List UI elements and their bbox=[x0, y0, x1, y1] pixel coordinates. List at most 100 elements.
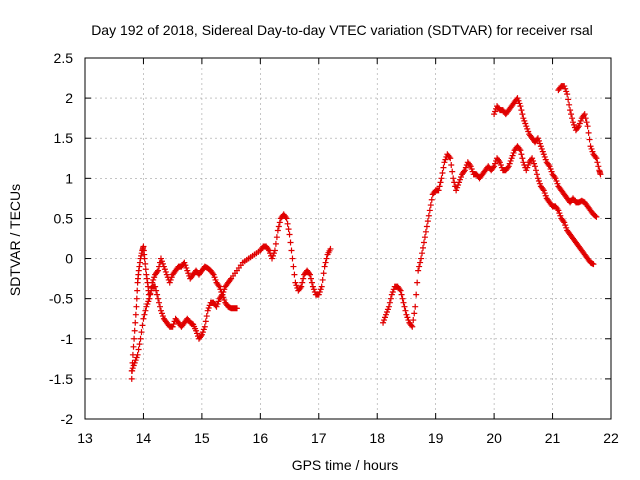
data-point bbox=[548, 168, 555, 175]
data-point bbox=[218, 292, 225, 299]
data-point bbox=[562, 222, 569, 229]
data-point bbox=[201, 323, 208, 330]
grid-layer bbox=[85, 58, 611, 419]
data-point bbox=[595, 163, 602, 170]
data-point bbox=[198, 331, 205, 338]
data-point bbox=[535, 178, 542, 185]
data-point bbox=[396, 286, 403, 293]
data-point bbox=[197, 333, 204, 340]
data-point bbox=[167, 276, 174, 283]
data-point bbox=[233, 305, 240, 312]
data-point bbox=[131, 335, 138, 342]
data-point bbox=[556, 210, 563, 217]
data-point bbox=[490, 164, 497, 171]
data-point bbox=[132, 311, 139, 318]
data-point bbox=[537, 143, 544, 150]
data-point bbox=[157, 303, 164, 310]
data-point bbox=[594, 159, 601, 166]
x-tick-label: 15 bbox=[194, 430, 210, 446]
data-point bbox=[317, 286, 324, 293]
data-point bbox=[491, 111, 498, 118]
data-point bbox=[151, 274, 158, 281]
data-point bbox=[300, 275, 307, 282]
y-tick-label: -1.5 bbox=[49, 371, 73, 387]
data-point bbox=[457, 173, 464, 180]
data-point bbox=[383, 309, 390, 316]
data-point bbox=[128, 375, 135, 382]
data-point bbox=[563, 88, 570, 95]
data-point bbox=[276, 219, 283, 226]
data-point bbox=[205, 305, 212, 312]
data-point bbox=[542, 192, 549, 199]
data-point bbox=[519, 155, 526, 162]
data-point bbox=[517, 147, 524, 154]
data-point bbox=[221, 286, 228, 293]
x-tick-label: 18 bbox=[369, 430, 385, 446]
data-point bbox=[200, 326, 207, 333]
data-point bbox=[521, 117, 528, 124]
data-point bbox=[540, 151, 547, 158]
data-point bbox=[307, 271, 314, 278]
data-point bbox=[525, 161, 532, 168]
data-point bbox=[310, 286, 317, 293]
data-point bbox=[448, 161, 455, 168]
data-point bbox=[515, 97, 522, 104]
data-point bbox=[545, 161, 552, 168]
data-point bbox=[552, 175, 559, 182]
data-point bbox=[447, 155, 454, 162]
marks-layer bbox=[128, 83, 604, 382]
data-point bbox=[593, 155, 600, 162]
x-tick-label: 21 bbox=[545, 430, 561, 446]
data-point bbox=[590, 261, 597, 268]
x-tick-label: 17 bbox=[311, 430, 327, 446]
data-point bbox=[588, 145, 595, 152]
data-point bbox=[162, 268, 169, 275]
data-point bbox=[323, 255, 330, 262]
y-tick-label: -1 bbox=[61, 331, 74, 347]
data-point bbox=[422, 228, 429, 235]
data-point bbox=[142, 266, 149, 273]
data-point bbox=[321, 263, 328, 270]
data-point bbox=[271, 247, 278, 254]
data-point bbox=[568, 111, 575, 118]
data-point bbox=[169, 323, 176, 330]
data-point bbox=[221, 297, 228, 304]
data-point bbox=[546, 163, 553, 170]
data-point bbox=[570, 119, 577, 126]
data-point bbox=[219, 291, 226, 298]
data-point bbox=[417, 259, 424, 266]
data-point bbox=[413, 291, 420, 298]
data-point bbox=[581, 111, 588, 118]
data-point bbox=[133, 303, 140, 310]
data-point bbox=[389, 288, 396, 295]
data-point bbox=[587, 143, 594, 150]
data-point bbox=[266, 247, 273, 254]
data-point bbox=[423, 223, 430, 230]
y-tick-label: 1 bbox=[65, 170, 73, 186]
data-point bbox=[495, 157, 502, 164]
data-point bbox=[523, 123, 530, 130]
data-point bbox=[265, 246, 272, 253]
x-tick-label: 14 bbox=[136, 430, 152, 446]
data-point bbox=[152, 283, 159, 290]
data-point bbox=[272, 240, 279, 247]
data-point bbox=[381, 317, 388, 324]
data-point bbox=[150, 276, 157, 283]
data-point bbox=[557, 212, 564, 219]
data-point bbox=[455, 182, 462, 189]
data-point bbox=[138, 329, 145, 336]
data-point bbox=[519, 111, 526, 118]
data-point bbox=[457, 176, 464, 183]
data-point bbox=[467, 163, 474, 170]
data-point bbox=[539, 148, 546, 155]
data-point bbox=[154, 268, 161, 275]
data-point bbox=[398, 291, 405, 298]
data-point bbox=[182, 262, 189, 269]
data-point bbox=[130, 343, 137, 350]
data-point bbox=[194, 330, 201, 337]
data-point bbox=[539, 186, 546, 193]
data-point bbox=[211, 274, 218, 281]
data-point bbox=[522, 120, 529, 127]
data-point bbox=[554, 180, 561, 187]
data-point bbox=[435, 187, 442, 194]
